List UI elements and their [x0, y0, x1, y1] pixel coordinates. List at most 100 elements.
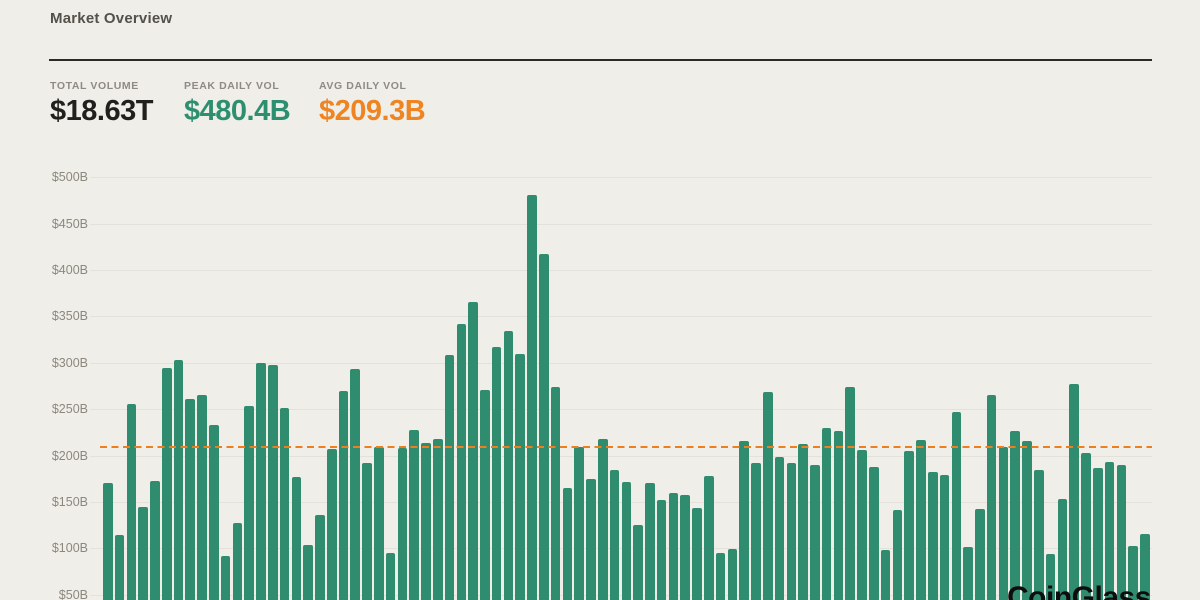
daily-volume-bar[interactable] [751, 463, 761, 600]
average-volume-dashed-line [100, 445, 1152, 449]
stat-avg-daily-vol-value: $209.3B [319, 95, 426, 127]
daily-volume-bar[interactable] [267, 364, 278, 600]
daily-volume-bar[interactable] [444, 355, 455, 600]
daily-volume-bar[interactable] [220, 555, 231, 600]
daily-volume-bar[interactable] [161, 368, 172, 600]
daily-volume-bar[interactable] [374, 447, 384, 600]
daily-volume-bar[interactable] [503, 331, 514, 600]
daily-volume-bar[interactable] [869, 466, 879, 600]
daily-volume-bar[interactable] [326, 449, 337, 600]
daily-volume-bar[interactable] [774, 456, 785, 600]
daily-volume-bar[interactable] [762, 391, 773, 600]
gridline-450B [90, 223, 1152, 225]
daily-volume-bar[interactable] [904, 450, 914, 600]
daily-volume-bar[interactable] [432, 438, 443, 600]
daily-volume-bar[interactable] [810, 464, 820, 600]
daily-volume-bar[interactable] [256, 362, 266, 600]
daily-volume-bar[interactable] [209, 424, 219, 600]
daily-volume-bar[interactable] [456, 323, 467, 600]
daily-volume-bar[interactable] [1081, 452, 1091, 600]
daily-volume-bar[interactable] [892, 510, 903, 600]
daily-volume-bar[interactable] [150, 480, 160, 600]
daily-volume-bar[interactable] [656, 500, 667, 600]
daily-volume-bar[interactable] [998, 447, 1009, 600]
daily-volume-bar[interactable] [539, 254, 549, 600]
daily-volume-bar[interactable] [138, 506, 148, 600]
daily-volume-bar[interactable] [350, 369, 361, 600]
daily-volume-bar[interactable] [303, 544, 313, 600]
daily-volume-bar[interactable] [315, 514, 325, 600]
daily-volume-bar[interactable] [1022, 440, 1032, 600]
daily-volume-bar[interactable] [786, 463, 797, 600]
daily-volume-bar[interactable] [279, 408, 290, 600]
daily-volume-bar[interactable] [597, 438, 608, 600]
daily-volume-bar[interactable] [833, 430, 844, 600]
daily-volume-bar[interactable] [126, 403, 137, 600]
daily-volume-bar[interactable] [609, 470, 620, 600]
daily-volume-bar[interactable] [821, 427, 832, 600]
y-axis-tick-label: $150B [51, 494, 88, 509]
header-divider [49, 59, 1152, 61]
daily-volume-bar[interactable] [951, 411, 962, 600]
daily-volume-bar[interactable] [939, 475, 950, 600]
daily-volume-bar[interactable] [173, 360, 184, 600]
daily-volume-bar[interactable] [927, 472, 938, 600]
daily-volume-bar[interactable] [197, 395, 207, 600]
daily-volume-bar[interactable] [715, 552, 726, 600]
daily-volume-bar[interactable] [550, 386, 561, 600]
stat-avg-daily-vol-label: AVG DAILY VOL [319, 80, 407, 92]
daily-volume-bar[interactable] [739, 440, 749, 600]
daily-volume-bar[interactable] [338, 390, 349, 600]
daily-volume-bar[interactable] [857, 450, 867, 600]
daily-volume-bar[interactable] [1128, 546, 1138, 600]
daily-volume-bar[interactable] [586, 478, 596, 600]
daily-volume-bar[interactable] [1092, 467, 1103, 600]
daily-volume-bar[interactable] [727, 549, 738, 600]
daily-volume-bar[interactable] [527, 195, 537, 600]
daily-volume-bar[interactable] [1057, 499, 1068, 600]
daily-volume-bar[interactable] [291, 476, 302, 600]
daily-volume-bar[interactable] [975, 509, 985, 600]
daily-volume-bar[interactable] [798, 444, 808, 600]
daily-volume-bar[interactable] [574, 447, 584, 600]
daily-volume-bar[interactable] [692, 507, 702, 600]
daily-volume-bar[interactable] [515, 353, 526, 600]
daily-volume-bar[interactable] [916, 439, 926, 600]
stat-peak-daily-vol-label: PEAK DAILY VOL [184, 80, 280, 92]
daily-volume-bar[interactable] [680, 494, 691, 600]
daily-volume-bar[interactable] [1045, 553, 1056, 600]
daily-volume-bar[interactable] [1104, 462, 1115, 600]
daily-volume-bar[interactable] [1010, 431, 1021, 600]
daily-volume-bar[interactable] [385, 552, 396, 600]
daily-volume-bar[interactable] [491, 347, 502, 600]
daily-volume-bar[interactable] [704, 475, 714, 600]
daily-volume-bar[interactable] [621, 482, 632, 600]
daily-volume-bar[interactable] [633, 525, 643, 600]
daily-volume-bar[interactable] [362, 463, 372, 600]
daily-volume-bar[interactable] [1034, 470, 1044, 600]
y-axis-tick-label: $50B [58, 587, 88, 600]
daily-volume-bar[interactable] [880, 550, 891, 600]
daily-volume-bar[interactable] [1116, 464, 1127, 600]
daily-volume-bar[interactable] [468, 301, 478, 600]
daily-volume-bar[interactable] [114, 535, 125, 600]
gridline-300B [90, 362, 1152, 364]
daily-volume-bar[interactable] [845, 386, 856, 600]
daily-volume-bar[interactable] [645, 483, 655, 600]
daily-volume-bar[interactable] [963, 547, 973, 600]
daily-volume-bar[interactable] [986, 395, 997, 600]
daily-volume-bar[interactable] [232, 523, 243, 600]
daily-volume-bar[interactable] [562, 488, 573, 600]
daily-volume-bar[interactable] [1069, 384, 1079, 600]
daily-volume-bar[interactable] [397, 448, 408, 600]
daily-volume-bar[interactable] [244, 406, 254, 600]
daily-volume-bar[interactable] [668, 492, 679, 600]
daily-volume-bar[interactable] [480, 389, 490, 600]
y-axis-tick-label: $350B [51, 309, 88, 324]
daily-volume-bar[interactable] [409, 429, 419, 600]
daily-volume-bar[interactable] [103, 483, 113, 600]
daily-volume-bar[interactable] [1140, 534, 1150, 600]
daily-volume-bar[interactable] [185, 398, 196, 600]
daily-volume-bar[interactable] [421, 442, 431, 600]
